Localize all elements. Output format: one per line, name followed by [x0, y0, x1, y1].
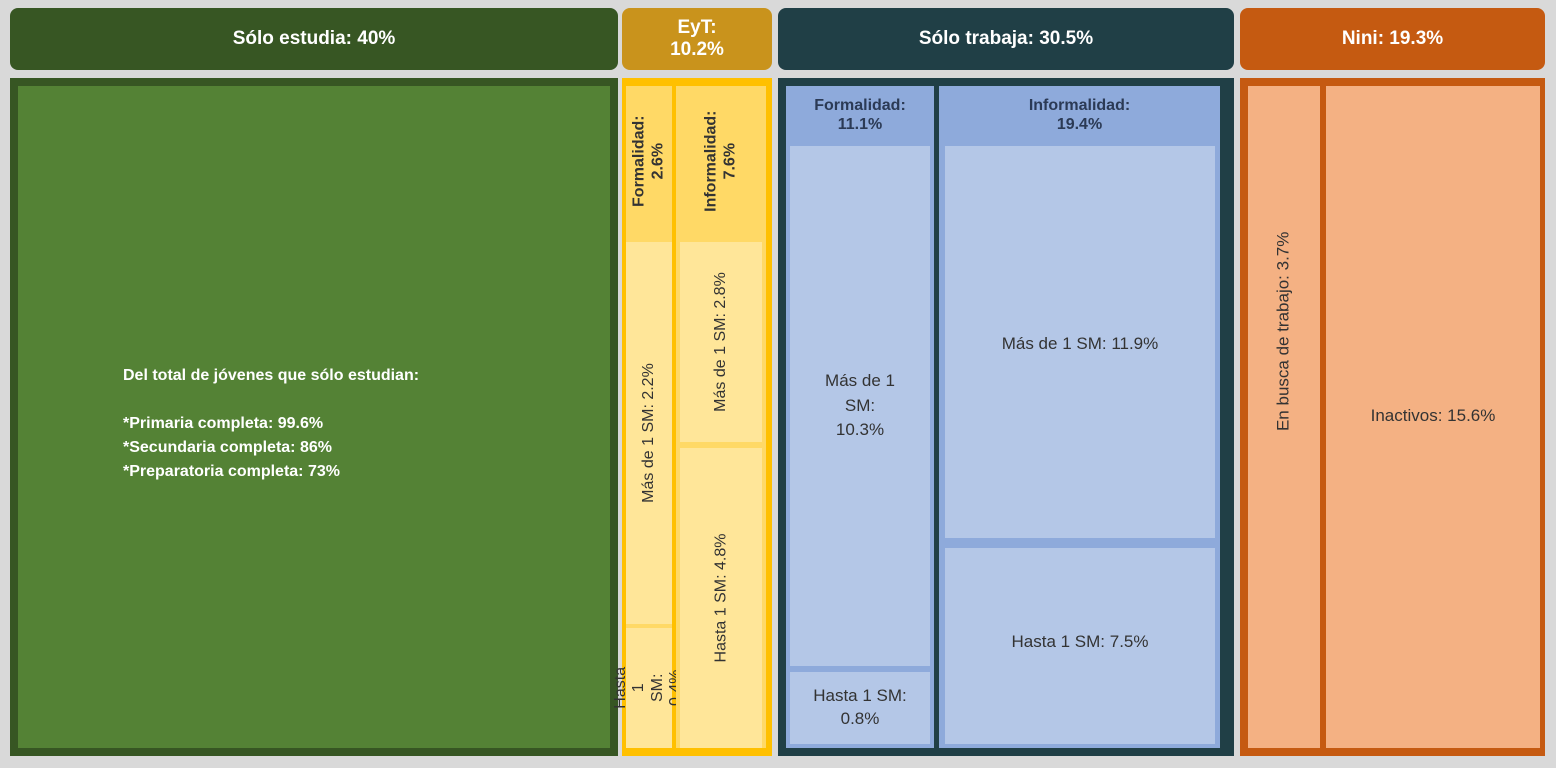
header-solo-estudia: Sólo estudia: 40%: [10, 8, 618, 70]
trabaja-formalidad-hasta-1sm-label: Hasta 1 SM: 0.8%: [813, 686, 907, 728]
trabaja-informalidad-hasta-1sm: Hasta 1 SM: 7.5%: [945, 548, 1215, 744]
tile-solo-estudia-fill: Del total de jóvenes que sólo estudian: …: [18, 86, 610, 748]
solo-estudia-note: Del total de jóvenes que sólo estudian: …: [123, 364, 419, 484]
eyt-formalidad-mas-1sm: [626, 242, 672, 624]
eyt-informalidad-hasta-1sm: [680, 448, 762, 748]
nini-en-busca-label: En busca de trabajo: 3.7%: [1273, 231, 1293, 431]
trabaja-informalidad-mas-1sm-label: Más de 1 SM: 11.9%: [1001, 334, 1159, 353]
eyt-formalidad-hasta-1sm-label: Hasta 1 SM: 0.4%: [612, 667, 684, 709]
note-line: *Preparatoria completa: 73%: [123, 463, 340, 480]
trabaja-informalidad-hasta-1sm-label: Hasta 1 SM: 7.5%: [1011, 632, 1149, 651]
eyt-formalidad-group: Formalidad: 2.6% Más de 1 SM: 2.2% Hasta…: [612, 86, 684, 748]
eyt-informalidad-mas-1sm-label: Más de 1 SM: 2.8%: [712, 272, 729, 412]
eyt-informalidad-hasta-1sm-label: Hasta 1 SM: 4.8%: [712, 533, 730, 663]
header-eyt: EyT: 10.2%: [622, 8, 772, 70]
header-solo-estudia-label: Sólo estudia: 40%: [232, 28, 396, 50]
eyt-formalidad-hasta-1sm: [626, 628, 672, 748]
tile-solo-estudia: Del total de jóvenes que sólo estudian: …: [10, 78, 618, 756]
trabaja-informalidad-mas-1sm: Más de 1 SM: 11.9%: [945, 146, 1215, 538]
header-nini: Nini: 19.3%: [1240, 8, 1545, 70]
trabaja-informalidad-group: Informalidad: 19.4% Más de 1 SM: 11.9% H…: [939, 86, 1220, 748]
nini-inactivos: Inactivos: 15.6%: [1326, 86, 1540, 748]
trabaja-formalidad-hasta-1sm: Hasta 1 SM: 0.8%: [790, 672, 930, 744]
eyt-informalidad-mas-1sm: [680, 242, 762, 442]
trabaja-formalidad-mas-1sm: Más de 1 SM: 10.3%: [790, 146, 930, 666]
trabaja-informalidad-label: Informalidad: 19.4%: [1028, 97, 1131, 134]
trabaja-formalidad-label: Formalidad: 11.1%: [814, 97, 906, 134]
header-solo-trabaja: Sólo trabaja: 30.5%: [778, 8, 1234, 70]
header-nini-label: Nini: 19.3%: [1341, 28, 1444, 50]
note-line: *Secundaria completa: 86%: [123, 439, 332, 456]
nini-inactivos-label: Inactivos: 15.6%: [1370, 406, 1496, 425]
tile-solo-trabaja: Formalidad: 11.1% Más de 1 SM: 10.3% Has…: [778, 78, 1234, 756]
eyt-informalidad-group: Informalidad: 7.6% Más de 1 SM: 2.8% Has…: [676, 86, 766, 748]
trabaja-formalidad-mas-1sm-label: Más de 1 SM: 10.3%: [825, 371, 895, 440]
header-solo-trabaja-label: Sólo trabaja: 30.5%: [918, 28, 1094, 50]
note-heading: Del total de jóvenes que sólo estudian:: [123, 367, 420, 384]
tile-eyt: Formalidad: 2.6% Más de 1 SM: 2.2% Hasta…: [612, 78, 772, 756]
eyt-formalidad-mas-1sm-label: Más de 1 SM: 2.2%: [640, 363, 657, 503]
eyt-informalidad-label: Informalidad: 7.6%: [702, 110, 739, 212]
header-eyt-label: EyT: 10.2%: [670, 17, 724, 60]
trabaja-formalidad-group: Formalidad: 11.1% Más de 1 SM: 10.3% Has…: [786, 86, 934, 748]
tile-nini: En busca de trabajo: 3.7% Inactivos: 15.…: [1240, 78, 1545, 756]
nini-en-busca: [1248, 86, 1320, 748]
eyt-formalidad-label: Formalidad: 2.6%: [630, 115, 667, 207]
note-line: *Primaria completa: 99.6%: [123, 415, 324, 432]
